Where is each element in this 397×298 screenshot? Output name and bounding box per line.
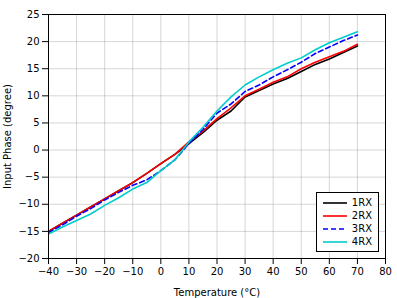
svg-text:80: 80 xyxy=(379,266,392,277)
svg-text:30: 30 xyxy=(239,266,252,277)
svg-text:20: 20 xyxy=(211,266,224,277)
html-text:2RX: 2RX xyxy=(351,210,372,221)
html-text:4RX: 4RX xyxy=(351,236,372,247)
svg-text:10: 10 xyxy=(183,266,196,277)
svg-text:−15: −15 xyxy=(18,226,39,237)
svg-text:−20: −20 xyxy=(94,266,115,277)
svg-text:−10: −10 xyxy=(122,266,143,277)
svg-text:70: 70 xyxy=(351,266,364,277)
svg-text:−20: −20 xyxy=(18,253,39,264)
svg-text:0: 0 xyxy=(158,266,164,277)
svg-text:−40: −40 xyxy=(38,266,59,277)
svg-text:25: 25 xyxy=(27,9,40,20)
svg-text:60: 60 xyxy=(323,266,336,277)
svg-text:40: 40 xyxy=(267,266,280,277)
svg-text:0: 0 xyxy=(33,144,39,155)
html-text:3RX: 3RX xyxy=(351,223,372,234)
svg-text:10: 10 xyxy=(27,90,40,101)
html-text:1RX: 1RX xyxy=(351,197,372,208)
svg-text:Temperature (°C): Temperature (°C) xyxy=(173,287,260,298)
svg-text:15: 15 xyxy=(27,63,40,74)
svg-text:20: 20 xyxy=(27,36,40,47)
svg-text:−10: −10 xyxy=(18,198,39,209)
svg-text:−5: −5 xyxy=(25,171,40,182)
svg-text:5: 5 xyxy=(33,117,39,128)
svg-text:−30: −30 xyxy=(66,266,87,277)
svg-text:50: 50 xyxy=(295,266,308,277)
svg-text:Input Phase (degree): Input Phase (degree) xyxy=(2,84,13,189)
